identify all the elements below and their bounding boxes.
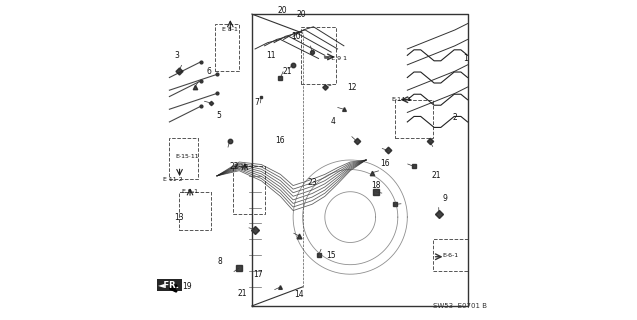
Text: E-19-1: E-19-1 [234,164,254,169]
Text: 23: 23 [307,178,317,187]
Text: 6: 6 [206,67,211,76]
Text: 5: 5 [216,111,221,120]
Text: E-15·11: E-15·11 [175,154,199,159]
Text: 11: 11 [266,51,276,60]
Text: 16: 16 [276,136,285,146]
Text: ⇒ E 9 1: ⇒ E 9 1 [324,56,347,61]
Text: 20: 20 [277,6,287,15]
Text: 7: 7 [254,99,259,108]
Text: E 9-1: E 9-1 [182,189,198,194]
Text: 22: 22 [230,162,239,171]
Text: 10: 10 [292,32,301,41]
Text: 13: 13 [174,212,183,222]
Text: 12: 12 [347,83,357,92]
Text: 21: 21 [431,172,441,180]
Text: ◄FR.: ◄FR. [159,281,180,290]
Text: 3: 3 [175,51,180,60]
Text: 14: 14 [295,290,304,299]
Text: 19: 19 [182,282,192,292]
Text: E-6-1: E-6-1 [442,253,458,258]
Text: E 8-1: E 8-1 [222,28,238,32]
Text: 1: 1 [464,54,468,63]
Text: 15: 15 [326,251,336,260]
Text: 9: 9 [443,194,448,203]
Text: 16: 16 [380,159,390,168]
Text: 21: 21 [282,67,292,76]
Text: 18: 18 [371,181,380,190]
Text: 4: 4 [331,117,335,126]
Text: 21: 21 [238,289,247,298]
Text: SW53  E0701 B: SW53 E0701 B [433,303,487,309]
Text: 8: 8 [218,257,222,266]
Text: 20: 20 [296,10,306,19]
Text: E 11 2: E 11 2 [163,177,182,181]
Text: E-14-1: E-14-1 [391,97,411,102]
Text: 17: 17 [254,270,263,279]
Text: 2: 2 [452,113,457,122]
